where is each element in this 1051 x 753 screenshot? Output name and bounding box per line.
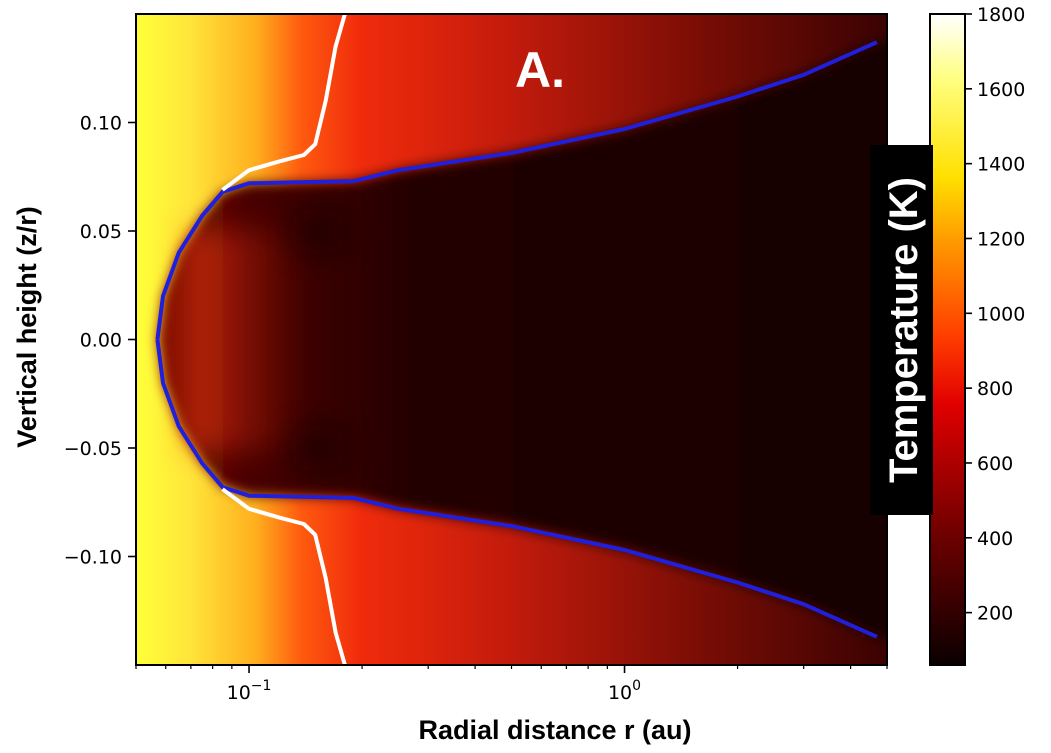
colorbar: 200 400 600 800 1000 1200 1400 1600 1800 Tempera… [870, 4, 1025, 666]
panel-label: A. [515, 42, 565, 98]
colorbar-tick-label: 1000 [977, 303, 1025, 325]
colorbar-ticks: 200 400 600 800 1000 1200 1400 1600 1800 [965, 4, 1025, 625]
colorbar-gradient [929, 13, 966, 666]
y-axis: 0.10 0.05 0.00 −0.05 −0.10 [64, 113, 136, 569]
colorbar-tick-label: 200 [977, 603, 1013, 625]
contour-1-branch-1 [221, 487, 347, 665]
y-tick-label: 0.00 [80, 330, 122, 352]
colorbar-tick-label: 1800 [977, 4, 1025, 26]
temperature-heatmap [136, 14, 887, 665]
contour-0-branch-0 [155, 40, 878, 340]
colorbar-tick-label: 600 [977, 453, 1013, 475]
x-tick-label: 100 [608, 678, 641, 704]
colorbar-tick-label: 1600 [977, 79, 1025, 101]
cold-midplane-region [157, 42, 887, 637]
x-tick-label: 10−1 [227, 678, 272, 704]
y-tick-label: 0.05 [80, 221, 122, 243]
y-tick-label: 0.10 [80, 113, 122, 135]
lower-cold-spot [290, 424, 346, 472]
x-axis-label: Radial distance r (au) [418, 715, 691, 745]
colorbar-tick-label: 1400 [977, 154, 1025, 176]
y-axis-label: Vertical height (z/r) [12, 206, 42, 448]
colorbar-label: Temperature (K) [882, 177, 926, 483]
y-tick-label: −0.05 [64, 438, 122, 460]
colorbar-tick-label: 1200 [977, 228, 1025, 250]
upper-cold-spot [290, 208, 346, 256]
contour-1-branch-0 [221, 14, 347, 192]
x-axis: 10−1 100 [135, 665, 888, 704]
colorbar-tick-label: 800 [977, 378, 1013, 400]
contour-lines [155, 14, 878, 665]
y-tick-label: −0.10 [64, 547, 122, 569]
colorbar-tick-label: 400 [977, 528, 1013, 550]
inner-warm-band [185, 230, 305, 450]
contour-0-branch-1 [155, 339, 878, 639]
colorbar-label-box [870, 145, 933, 515]
